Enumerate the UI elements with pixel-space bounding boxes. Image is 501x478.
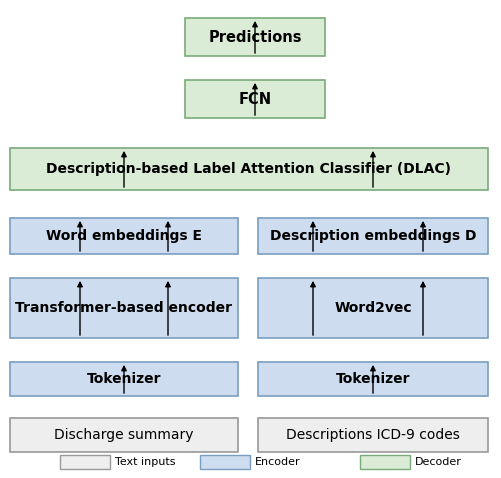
Text: Transformer-based encoder: Transformer-based encoder [16,301,232,315]
Text: Word2vec: Word2vec [334,301,411,315]
Text: Descriptions ICD-9 codes: Descriptions ICD-9 codes [286,428,459,442]
Text: Discharge summary: Discharge summary [54,428,193,442]
FancyBboxPatch shape [258,418,487,452]
FancyBboxPatch shape [185,18,324,56]
FancyBboxPatch shape [258,218,487,254]
FancyBboxPatch shape [10,218,237,254]
Text: Predictions: Predictions [208,30,301,44]
FancyBboxPatch shape [359,455,409,469]
FancyBboxPatch shape [10,362,237,396]
FancyBboxPatch shape [10,148,487,190]
FancyBboxPatch shape [258,362,487,396]
FancyBboxPatch shape [10,418,237,452]
Text: Description-based Label Attention Classifier (DLAC): Description-based Label Attention Classi… [47,162,450,176]
Text: Text inputs: Text inputs [115,457,175,467]
FancyBboxPatch shape [185,80,324,118]
FancyBboxPatch shape [199,455,249,469]
Text: Tokenizer: Tokenizer [335,372,409,386]
Text: Decoder: Decoder [414,457,461,467]
Text: Word embeddings E: Word embeddings E [46,229,201,243]
FancyBboxPatch shape [258,278,487,338]
Text: Tokenizer: Tokenizer [87,372,161,386]
Text: Encoder: Encoder [255,457,300,467]
Text: FCN: FCN [238,91,271,107]
FancyBboxPatch shape [60,455,110,469]
Text: Description embeddings D: Description embeddings D [269,229,475,243]
FancyBboxPatch shape [10,278,237,338]
